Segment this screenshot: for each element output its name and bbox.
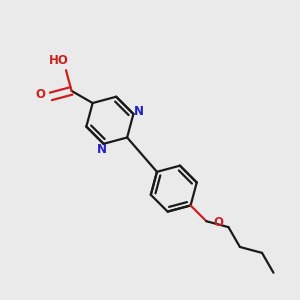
Text: N: N [134, 105, 144, 118]
Text: O: O [213, 216, 223, 229]
Text: N: N [97, 143, 107, 156]
Text: HO: HO [49, 54, 68, 67]
Text: O: O [35, 88, 46, 101]
